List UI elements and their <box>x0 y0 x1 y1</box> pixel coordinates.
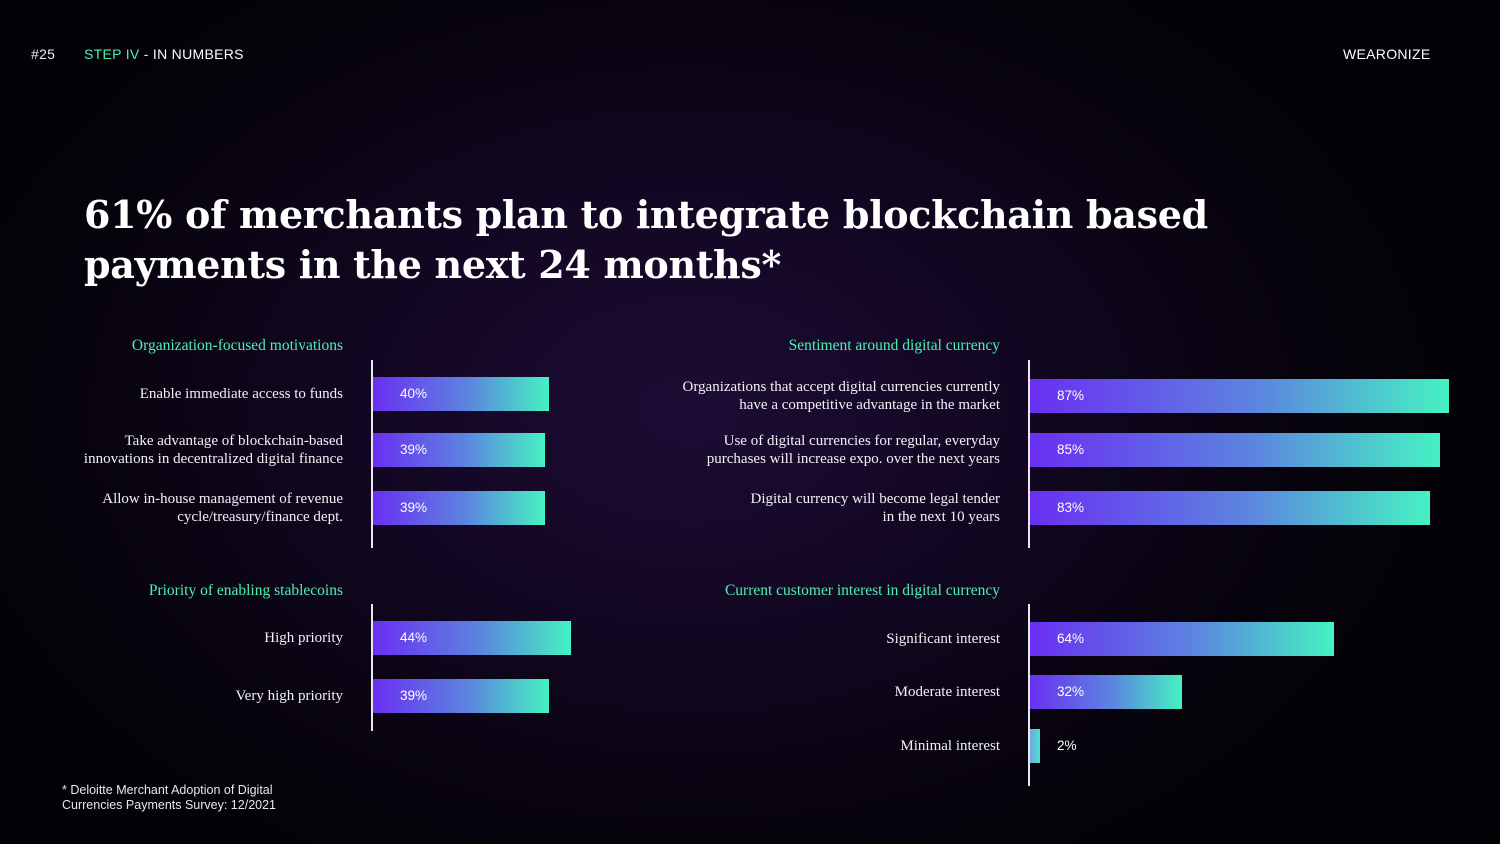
bar-value-label: 44% <box>400 630 428 645</box>
category-label: Significant interest <box>886 631 1000 647</box>
bar <box>373 377 549 411</box>
chart-title: Sentiment around digital currency <box>788 337 1000 354</box>
bar-value-label: 39% <box>400 500 428 515</box>
bar <box>1030 379 1450 413</box>
bar-value-label: 40% <box>400 386 428 401</box>
breadcrumb: STEP IV - IN NUMBERS <box>84 46 244 62</box>
bar-value-label: 87% <box>1057 388 1085 403</box>
section-label: IN NUMBERS <box>152 46 244 62</box>
breadcrumb-separator: - <box>139 46 153 62</box>
chart-title: Current customer interest in digital cur… <box>724 582 1000 599</box>
category-label: Organizations that accept digital curren… <box>682 379 1000 413</box>
chart-title: Priority of enabling stablecoins <box>148 582 343 599</box>
bar <box>373 433 545 467</box>
bar <box>373 491 545 525</box>
page-title: 61% of merchants plan to integrate block… <box>84 192 1208 287</box>
bar <box>373 621 571 655</box>
bar <box>373 679 549 713</box>
bar <box>1030 675 1182 709</box>
bar-value-label: 64% <box>1057 631 1085 646</box>
category-label: Allow in-house management of revenue cyc… <box>102 491 343 525</box>
bar <box>1030 491 1431 525</box>
chart-axis-line <box>1028 604 1030 786</box>
bar-value-label: 85% <box>1057 442 1085 457</box>
page-number: #25 <box>31 46 56 62</box>
bar <box>1030 622 1334 656</box>
bar-value-label: 2% <box>1057 738 1077 753</box>
bar-value-label: 83% <box>1057 500 1085 515</box>
bar-value-label: 32% <box>1057 684 1085 699</box>
category-label: Take advantage of blockchain-based innov… <box>83 433 343 467</box>
step-label: STEP IV <box>84 46 140 62</box>
chart-axis-line <box>371 360 373 548</box>
category-label: Digital currency will become legal tende… <box>750 491 1000 525</box>
category-label: Moderate interest <box>894 684 1000 700</box>
category-label: High priority <box>264 630 343 646</box>
chart-axis-line <box>1028 360 1030 548</box>
brand-logo-text: WEARONIZE <box>1343 46 1431 62</box>
chart-axis-line <box>371 604 373 731</box>
chart-title: Organization-focused motivations <box>131 337 343 354</box>
category-label: Enable immediate access to funds <box>139 386 343 402</box>
bar-value-label: 39% <box>400 442 428 457</box>
category-label: Minimal interest <box>900 738 1000 754</box>
bar <box>1030 433 1440 467</box>
category-label: Very high priority <box>235 688 343 704</box>
footnote: * Deloitte Merchant Adoption of Digital … <box>62 783 276 812</box>
bar <box>1030 729 1040 763</box>
bar-value-label: 39% <box>400 688 428 703</box>
category-label: Use of digital currencies for regular, e… <box>706 433 1000 467</box>
